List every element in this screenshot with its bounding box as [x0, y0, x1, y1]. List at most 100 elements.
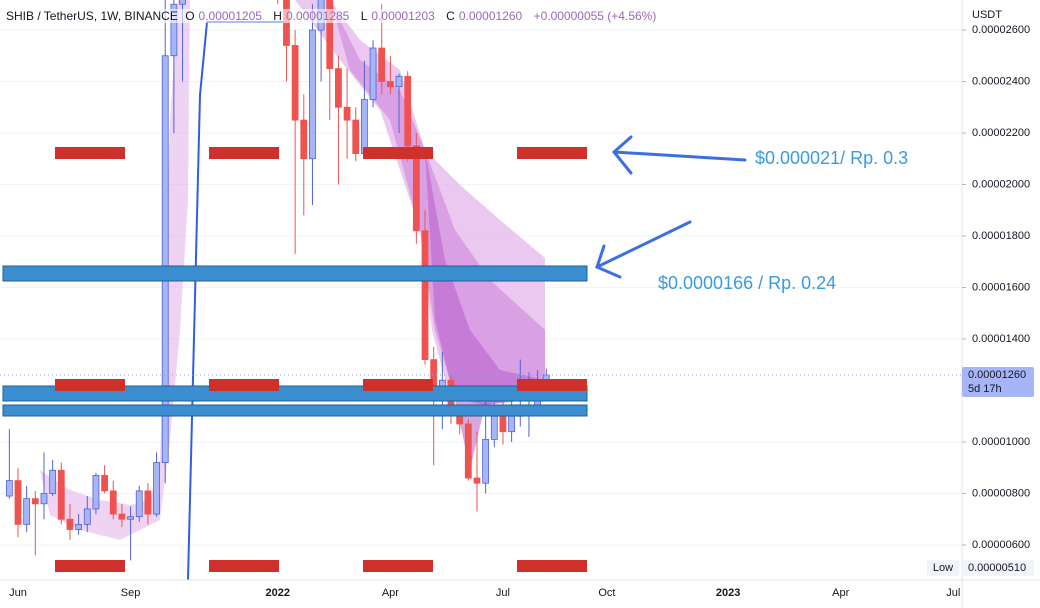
- candle-body: [343, 106, 351, 121]
- candle-body: [31, 498, 39, 505]
- x-tick-label: 2022: [266, 587, 290, 599]
- candle-body: [360, 99, 368, 154]
- candle-body: [421, 230, 429, 360]
- x-tick-label: Jun: [9, 587, 27, 599]
- change: +0.00000055 (+4.56%): [533, 9, 657, 23]
- candle-body: [23, 498, 31, 525]
- ohlc-key: O: [185, 9, 195, 23]
- candle-body: [499, 415, 507, 433]
- y-tick-label: 0.00001400: [972, 333, 1030, 345]
- annotation: $0.0000166 / Rp. 0.24: [658, 273, 836, 293]
- candle-body: [309, 29, 316, 160]
- candle-body: [395, 75, 403, 88]
- candle-body: [179, 0, 186, 5]
- x-tick-label: Jul: [496, 587, 510, 599]
- y-tick-label: 0.00001600: [972, 281, 1030, 293]
- y-tick-label: 0.00002000: [972, 178, 1030, 190]
- arrow-head: [611, 135, 633, 175]
- candle-body: [386, 81, 394, 88]
- candle-body: [170, 3, 178, 57]
- candle-body: [369, 47, 377, 100]
- zone-marker: [55, 560, 125, 572]
- ohlc: L 0.00001203: [361, 9, 439, 23]
- candle-body: [40, 493, 48, 505]
- y-tick-label: 0.00000800: [972, 487, 1030, 499]
- candle-body: [412, 145, 420, 232]
- ohlc: H 0.00001285: [273, 9, 353, 23]
- candle-body: [75, 523, 83, 530]
- low-name-box: [927, 560, 959, 577]
- zone-marker: [55, 379, 125, 391]
- candle-body: [490, 415, 498, 440]
- candle-body: [83, 508, 91, 525]
- header: SHIB / TetherUS, 1W, BINANCE O 0.00001205…: [6, 9, 661, 23]
- arrow-head: [595, 244, 622, 279]
- low-name: Low: [933, 562, 953, 574]
- y-tick-label: 0.00001000: [972, 436, 1030, 448]
- candle-body: [5, 480, 13, 497]
- arrows: [595, 135, 747, 279]
- y-tick-label: 0.00000600: [972, 539, 1030, 551]
- arrow: [612, 150, 747, 162]
- zone-marker: [517, 560, 587, 572]
- ohlc-value: 0.00001260: [458, 9, 523, 23]
- zone-marker: [209, 147, 279, 159]
- indicator-cloud: [330, 0, 545, 405]
- candle-body: [161, 55, 169, 463]
- price-labels: 0.00001260 5d 17h Low 0.00000510: [0, 367, 1034, 577]
- x-tick-label: Apr: [832, 587, 849, 599]
- axis-unit: USDT: [972, 9, 1002, 21]
- candle-body: [482, 439, 490, 484]
- ohlc-key: C: [446, 9, 455, 23]
- candle-body: [153, 462, 160, 515]
- annotation: $0.000021/ Rp. 0.3: [755, 148, 908, 168]
- zone-marker: [55, 147, 125, 159]
- x-tick-label: 2023: [716, 587, 740, 599]
- zone-marker: [209, 560, 279, 572]
- candle-body: [300, 119, 308, 160]
- zone-marker: [363, 560, 433, 572]
- zone-marker: [517, 147, 587, 159]
- candle-body: [92, 475, 100, 510]
- candle-body: [378, 47, 386, 82]
- candle-body: [118, 513, 126, 520]
- ohlc: O 0.00001205: [185, 9, 266, 23]
- zone-marker: [363, 147, 433, 159]
- candle-body: [464, 423, 472, 479]
- candle-body: [66, 518, 74, 530]
- zone-markers: [55, 147, 587, 572]
- candle-body: [144, 490, 152, 515]
- countdown: 5d 17h: [968, 383, 1002, 395]
- candle-body: [473, 477, 481, 484]
- last-price-box: [962, 367, 1034, 398]
- x-tick-label: Oct: [598, 587, 615, 599]
- candle-body: [101, 475, 108, 492]
- zone-marker: [517, 379, 587, 391]
- plot-area: $0.000021/ Rp. 0.3 $0.0000166 / Rp. 0.24: [2, 0, 908, 580]
- candle-body: [335, 68, 342, 108]
- low-value: 0.00000510: [968, 562, 1026, 574]
- indicator-line: [187, 21, 290, 580]
- candle-body: [109, 490, 117, 515]
- low-value-box: [962, 560, 1034, 577]
- ohlc-value: 0.00001285: [285, 9, 350, 23]
- x-tick-label: Apr: [382, 587, 399, 599]
- x-tick-label: Sep: [121, 587, 141, 599]
- ohlc-value: 0.00001203: [371, 9, 435, 23]
- candle-body: [135, 490, 143, 518]
- arrow: [595, 220, 692, 269]
- ohlc: C 0.00001260: [446, 9, 526, 23]
- support-band: [2, 265, 588, 282]
- candle-body: [508, 415, 516, 433]
- zone-marker: [363, 379, 433, 391]
- symbol: SHIB / TetherUS, 1W, BINANCE: [6, 9, 178, 23]
- candle-body: [57, 469, 65, 520]
- candle-body: [127, 516, 134, 520]
- y-tick-label: 0.00002400: [972, 75, 1030, 87]
- x-tick-label: Jul: [946, 587, 960, 599]
- ohlc-key: H: [273, 9, 282, 23]
- candle-body: [291, 45, 299, 121]
- ohlc-key: L: [360, 9, 368, 23]
